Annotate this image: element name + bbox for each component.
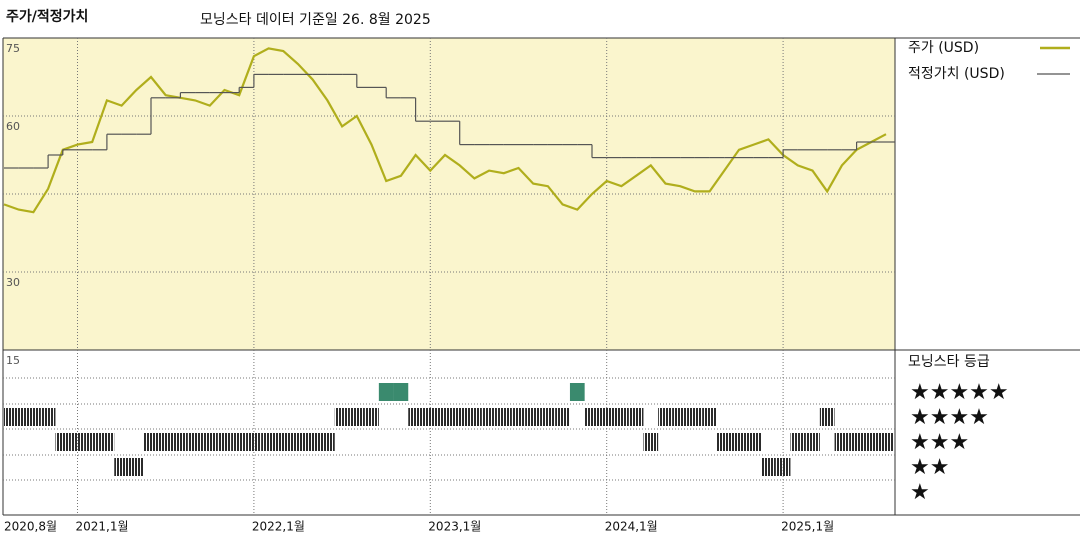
rating-bar (99, 433, 115, 451)
rating-level: ★★★★★ (910, 380, 1009, 405)
rating-bar (467, 408, 482, 426)
rating-bar (702, 408, 717, 426)
rating-bar (775, 458, 791, 476)
rating-bar (555, 408, 570, 426)
rating-bar (4, 408, 12, 426)
rating-bar (599, 408, 615, 426)
rating-bar (716, 433, 732, 451)
rating-bar (275, 433, 291, 451)
rating-bar (261, 433, 276, 451)
x-tick-label: 2020,8월 (4, 520, 57, 534)
x-tick-label: 2023,1월 (428, 520, 481, 534)
rating-bar (878, 433, 894, 451)
rating-bar (805, 433, 820, 451)
rating-bar (114, 458, 129, 476)
chart-subtitle: 모닝스타 데이터 기준일 26. 8월 2025 (200, 12, 431, 28)
rating-bar (84, 433, 100, 451)
rating-title: 모닝스타 등급 (908, 354, 990, 370)
rating-bar (790, 433, 806, 451)
y-tick-label: 60 (6, 120, 20, 133)
rating-bar (158, 433, 174, 451)
rating-bar (246, 433, 262, 451)
rating-level: ★ (910, 480, 930, 505)
rating-bar (849, 433, 864, 451)
rating-bar (761, 458, 776, 476)
rating-bar (569, 383, 585, 401)
rating-bar (687, 408, 703, 426)
chart-title: 주가/적정가치 (6, 8, 88, 25)
rating-level: ★★ (910, 455, 949, 480)
rating-bar (40, 408, 56, 426)
x-tick-label: 2024,1월 (605, 520, 658, 534)
rating-bar (452, 408, 468, 426)
rating-bar (584, 408, 600, 426)
rating-bar (217, 433, 232, 451)
y-tick-label: 75 (6, 42, 20, 55)
rating-level: ★★★ (910, 430, 969, 455)
rating-bar (173, 433, 188, 451)
rating-bar (746, 433, 762, 451)
x-tick-label: 2022,1월 (252, 520, 305, 534)
rating-bar (408, 408, 423, 426)
rating-bar (863, 433, 879, 451)
rating-level: ★★★★ (910, 405, 989, 430)
rating-bar (481, 408, 497, 426)
rating-bar (437, 408, 453, 426)
legend-label: 적정가치 (USD) (908, 66, 1005, 82)
rating-bar (658, 408, 673, 426)
rating-bar (202, 433, 218, 451)
rating-bar (305, 433, 321, 451)
rating-bar (672, 408, 688, 426)
legend-label: 주가 (USD) (908, 40, 979, 56)
rating-bar (26, 408, 41, 426)
rating-bar (70, 433, 85, 451)
rating-bar (55, 433, 71, 451)
rating-bar (643, 433, 659, 451)
rating-bar (364, 408, 379, 426)
y-tick-label: 30 (6, 276, 20, 289)
rating-bar (378, 383, 394, 401)
rating-bar (128, 458, 144, 476)
rating-bar (334, 408, 350, 426)
rating-bar (819, 408, 835, 426)
rating-bar (731, 433, 747, 451)
y-tick-label: 15 (6, 354, 20, 367)
plot-background (3, 38, 895, 350)
rating-bar (834, 433, 850, 451)
rating-bar (525, 408, 541, 426)
rating-bar (187, 433, 203, 451)
rating-bar (628, 408, 644, 426)
rating-bar (231, 433, 247, 451)
rating-bar (496, 408, 512, 426)
rating-bar (143, 433, 159, 451)
rating-bar (393, 383, 409, 401)
rating-bar (320, 433, 335, 451)
rating-bar (349, 408, 365, 426)
rating-bar (614, 408, 629, 426)
rating-bar (290, 433, 306, 451)
x-tick-label: 2025,1월 (781, 520, 834, 534)
rating-bar (540, 408, 556, 426)
rating-bar (422, 408, 438, 426)
rating-bar (511, 408, 526, 426)
x-tick-label: 2021,1월 (76, 520, 129, 534)
rating-bar (11, 408, 27, 426)
price-line (3, 47, 887, 214)
